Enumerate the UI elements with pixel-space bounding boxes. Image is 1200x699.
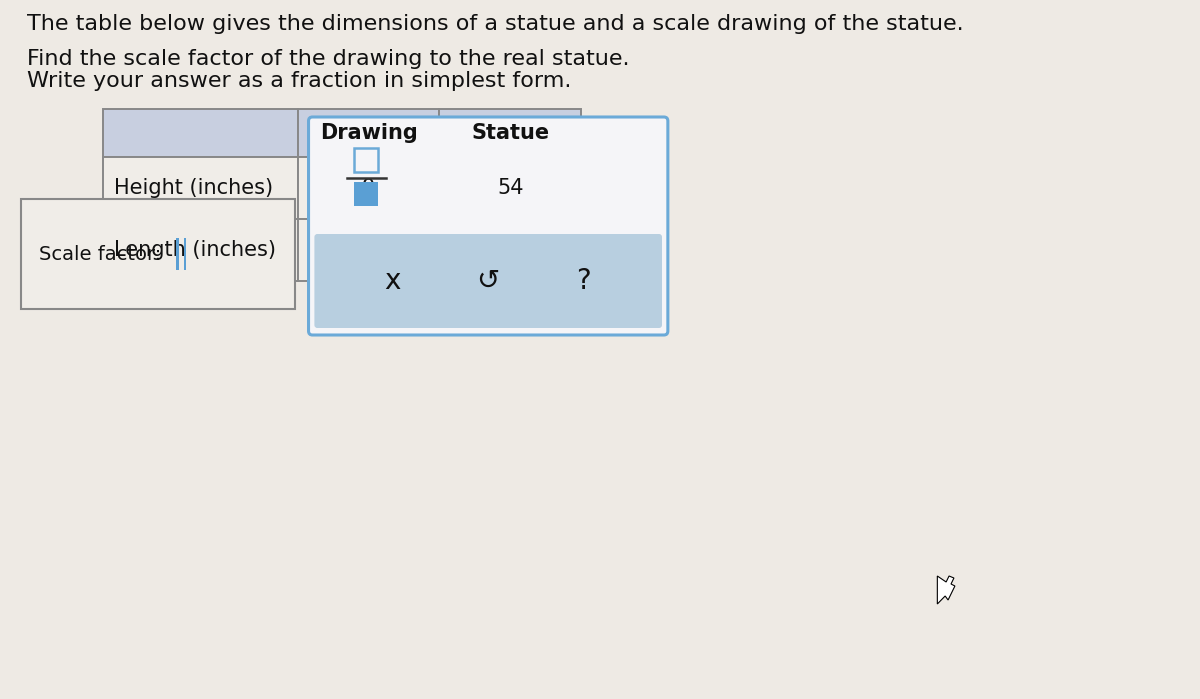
Bar (439, 157, 581, 219)
Bar (354, 182, 378, 206)
Text: Find the scale factor of the drawing to the real statue.: Find the scale factor of the drawing to … (28, 49, 630, 69)
FancyBboxPatch shape (314, 234, 662, 328)
FancyBboxPatch shape (308, 117, 668, 335)
Text: 54: 54 (497, 178, 523, 198)
Text: Scale factor:: Scale factor: (40, 245, 161, 264)
Bar (102, 157, 298, 219)
Text: 8: 8 (362, 240, 376, 260)
Text: 9: 9 (362, 178, 376, 198)
Bar (439, 219, 581, 281)
Text: ↺: ↺ (476, 267, 500, 295)
Text: Height (inches): Height (inches) (114, 178, 274, 198)
Bar (184, 238, 186, 270)
Bar (298, 157, 439, 219)
Polygon shape (937, 576, 955, 604)
Bar (298, 109, 439, 157)
Bar (354, 148, 378, 172)
Text: x: x (384, 267, 401, 295)
Text: Statue: Statue (472, 123, 550, 143)
Text: 48: 48 (497, 240, 523, 260)
Bar (22, 199, 295, 309)
Text: The table below gives the dimensions of a statue and a scale drawing of the stat: The table below gives the dimensions of … (28, 14, 964, 34)
Text: Length (inches): Length (inches) (114, 240, 276, 260)
Bar (175, 238, 179, 270)
Bar (439, 109, 581, 157)
Text: ?: ? (576, 267, 592, 295)
Bar (102, 219, 298, 281)
Bar (298, 219, 439, 281)
Bar (102, 109, 298, 157)
Text: Write your answer as a fraction in simplest form.: Write your answer as a fraction in simpl… (28, 71, 571, 91)
Text: Drawing: Drawing (319, 123, 418, 143)
